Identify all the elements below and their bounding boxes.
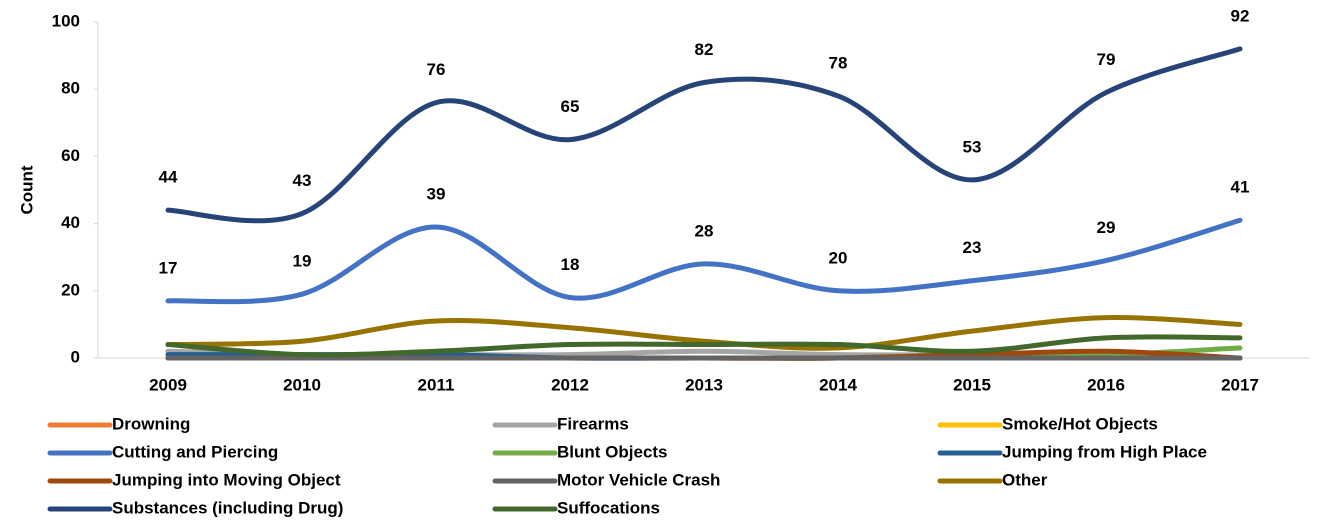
legend-label: Other: [1002, 470, 1048, 489]
series-line: [165, 217, 1243, 305]
legend-label: Smoke/Hot Objects: [1002, 414, 1158, 433]
data-label: 92: [1231, 6, 1250, 25]
series-line: [165, 46, 1243, 224]
y-tick-label: 100: [52, 11, 80, 30]
data-label: 18: [561, 255, 580, 274]
data-label: 53: [963, 137, 982, 156]
series-line: [165, 315, 1243, 351]
x-tick-label: 2015: [953, 375, 991, 394]
x-tick-label: 2011: [418, 375, 455, 394]
legend-label: Firearms: [557, 414, 629, 433]
data-label: 65: [561, 97, 580, 116]
y-tick-label: 80: [61, 79, 80, 98]
y-tick-label: 0: [71, 347, 80, 366]
y-tick-label: 20: [61, 280, 80, 299]
x-tick-label: 2017: [1221, 375, 1259, 394]
x-tick-label: 2010: [283, 375, 321, 394]
x-tick-label: 2014: [819, 375, 857, 394]
y-tick-label: 40: [61, 213, 80, 232]
data-label: 79: [1097, 50, 1116, 69]
data-label: 29: [1097, 218, 1116, 237]
series-line: [165, 334, 1243, 358]
legend-label: Blunt Objects: [557, 442, 668, 461]
data-label: 82: [695, 40, 714, 59]
data-label: 20: [829, 248, 848, 267]
x-tick-label: 2016: [1087, 375, 1125, 394]
data-label: 19: [293, 252, 312, 271]
x-tick-label: 2012: [551, 375, 589, 394]
y-axis-title: Count: [17, 165, 36, 214]
legend-label: Motor Vehicle Crash: [557, 470, 720, 489]
data-label: 17: [159, 258, 178, 277]
legend-label: Cutting and Piercing: [112, 442, 278, 461]
data-label: 23: [963, 238, 982, 257]
legend-label: Drowning: [112, 414, 190, 433]
x-tick-label: 2013: [685, 375, 723, 394]
data-label: 41: [1231, 178, 1250, 197]
data-label: 28: [695, 221, 714, 240]
data-label: 44: [159, 168, 178, 187]
y-tick-label: 60: [61, 146, 80, 165]
data-label: 78: [829, 53, 848, 72]
legend-label: Jumping from High Place: [1002, 442, 1207, 461]
legend-label: Suffocations: [557, 498, 660, 517]
data-label: 76: [427, 60, 446, 79]
data-label: 39: [427, 184, 446, 203]
x-tick-label: 2009: [149, 375, 187, 394]
legend-label: Jumping into Moving Object: [112, 470, 341, 489]
data-label: 43: [293, 171, 312, 190]
legend-label: Substances (including Drug): [112, 498, 343, 517]
